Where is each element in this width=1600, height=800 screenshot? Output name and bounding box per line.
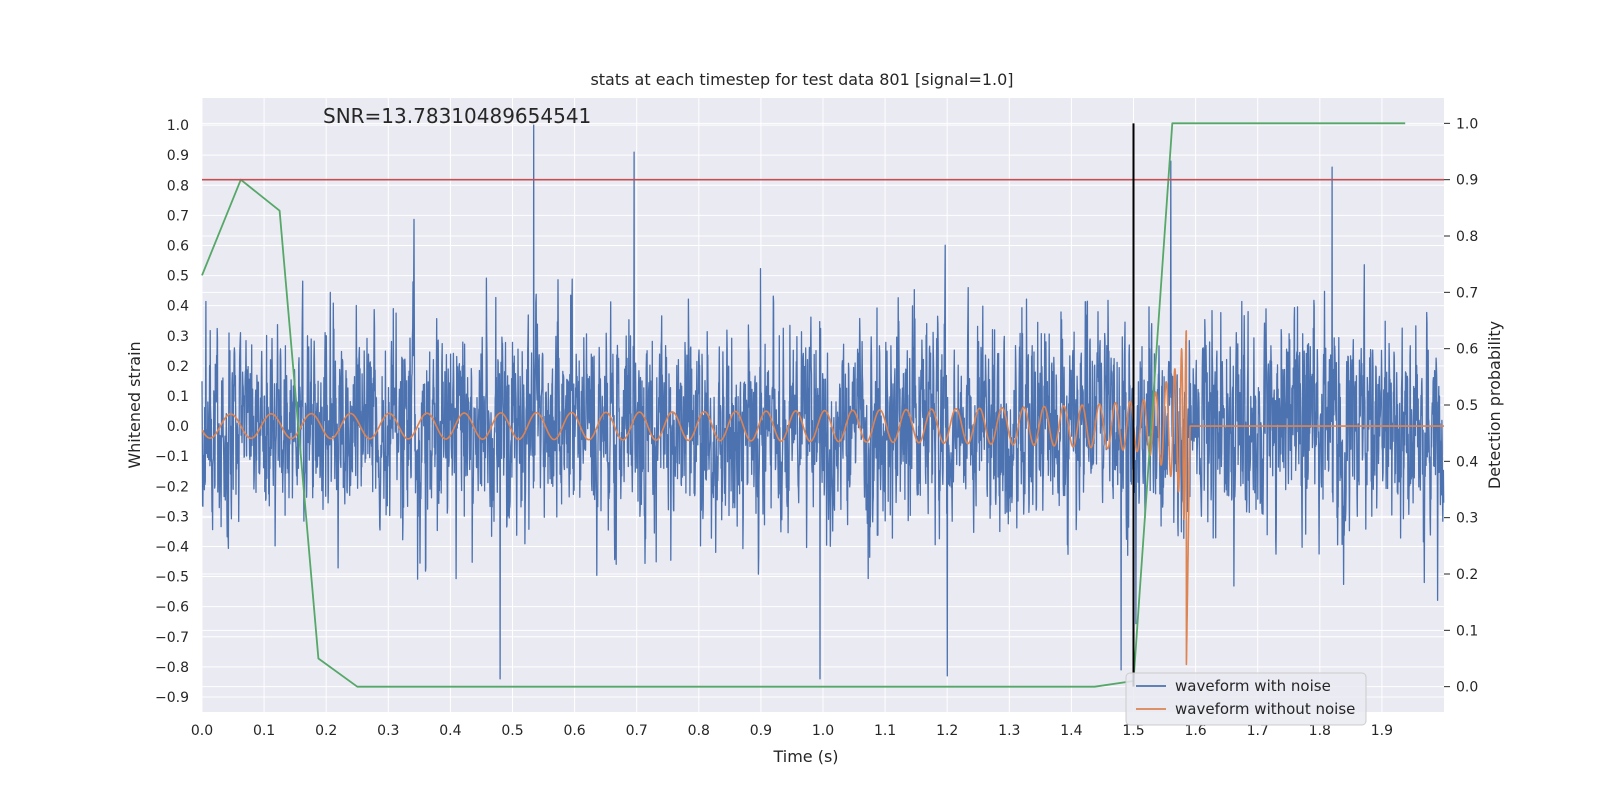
y-tick-label: 0.4 [167, 299, 189, 315]
x-tick-label: 1.8 [1309, 723, 1331, 739]
x-tick-label: 1.3 [998, 723, 1020, 739]
x-tick-label: 0.6 [563, 723, 585, 739]
y2-tick-label: 0.0 [1456, 680, 1478, 696]
x-axis-label: Time (s) [772, 747, 838, 766]
y2-axis-label: Detection probability [1485, 321, 1504, 489]
y2-tick-label: 0.6 [1456, 342, 1478, 358]
chart-title: stats at each timestep for test data 801… [590, 70, 1013, 89]
y-tick-label: 0.6 [167, 238, 189, 254]
y2-tick-label: 0.1 [1456, 623, 1478, 639]
x-tick-label: 1.5 [1122, 723, 1144, 739]
x-tick-label: 1.7 [1247, 723, 1269, 739]
y-tick-label: 0.5 [167, 269, 189, 285]
y2-tick-label: 0.4 [1456, 454, 1478, 470]
x-tick-label: 0.2 [315, 723, 337, 739]
legend-box [1125, 672, 1367, 726]
x-tick-label: 0.8 [688, 723, 710, 739]
y-tick-label: 1.0 [167, 118, 189, 134]
x-tick-label: 0.1 [253, 723, 275, 739]
y-tick-label: −0.6 [155, 600, 189, 616]
y2-axis-ticks: 0.0 0.1 0.2 0.3 0.4 0.5 0.6 0.7 0.8 0.9 1.0 [1444, 116, 1478, 696]
series-layer [201, 122, 1445, 688]
y-tick-label: −0.8 [155, 660, 189, 676]
reference-lines [202, 123, 1444, 687]
legend: waveform with noise waveform without noi… [1125, 672, 1367, 726]
series-waveform-without-noise [201, 330, 1445, 666]
legend-label-noise: waveform with noise [1175, 677, 1331, 695]
y2-tick-label: 0.2 [1456, 567, 1478, 583]
snr-annotation: SNR=13.78310489654541 [323, 104, 591, 128]
x-tick-label: 1.0 [812, 723, 834, 739]
y-axis-ticks: −0.9 −0.8 −0.7 −0.6 −0.5 −0.4 −0.3 −0.2 −0.1 0.0 0… [155, 118, 189, 706]
series-waveform-with-noise [201, 124, 1445, 680]
x-tick-label: 0.3 [377, 723, 399, 739]
y2-tick-label: 0.3 [1456, 511, 1478, 527]
y-tick-label: −0.3 [155, 509, 189, 525]
y-tick-label: 0.0 [167, 419, 189, 435]
y-tick-label: −0.1 [155, 449, 189, 465]
x-tick-label: 0.7 [626, 723, 648, 739]
y-tick-label: 0.1 [167, 389, 189, 405]
y2-tick-label: 0.8 [1456, 229, 1478, 245]
x-tick-label: 1.2 [936, 723, 958, 739]
y2-tick-label: 1.0 [1456, 116, 1478, 132]
x-tick-label: 0.9 [750, 723, 772, 739]
y-tick-label: −0.5 [155, 570, 189, 586]
y-tick-label: 0.7 [167, 208, 189, 224]
y-tick-label: −0.7 [155, 630, 189, 646]
y2-tick-label: 0.5 [1456, 398, 1478, 414]
y-tick-label: 0.2 [167, 359, 189, 375]
series-detection-probability [201, 122, 1406, 688]
x-tick-label: 1.1 [874, 723, 896, 739]
x-tick-label: 1.4 [1060, 723, 1082, 739]
y-tick-label: 0.9 [167, 148, 189, 164]
y-axis-label: Whitened strain [125, 341, 144, 468]
x-axis-ticks: 0.0 0.1 0.2 0.3 0.4 0.5 0.6 0.7 0.8 0.9 1.0 1.1 1.2 1… [191, 723, 1393, 739]
x-tick-label: 1.6 [1184, 723, 1206, 739]
x-tick-label: 0.5 [501, 723, 523, 739]
y-tick-label: −0.2 [155, 479, 189, 495]
x-tick-label: 0.4 [439, 723, 461, 739]
y-tick-label: −0.9 [155, 690, 189, 706]
y-tick-label: 0.3 [167, 329, 189, 345]
y-tick-label: −0.4 [155, 539, 189, 555]
x-tick-label: 1.9 [1371, 723, 1393, 739]
y2-tick-label: 0.9 [1456, 173, 1478, 189]
x-tick-label: 0.0 [191, 723, 213, 739]
legend-label-clean: waveform without noise [1175, 700, 1355, 718]
y2-tick-label: 0.7 [1456, 285, 1478, 301]
y-tick-label: 0.8 [167, 178, 189, 194]
